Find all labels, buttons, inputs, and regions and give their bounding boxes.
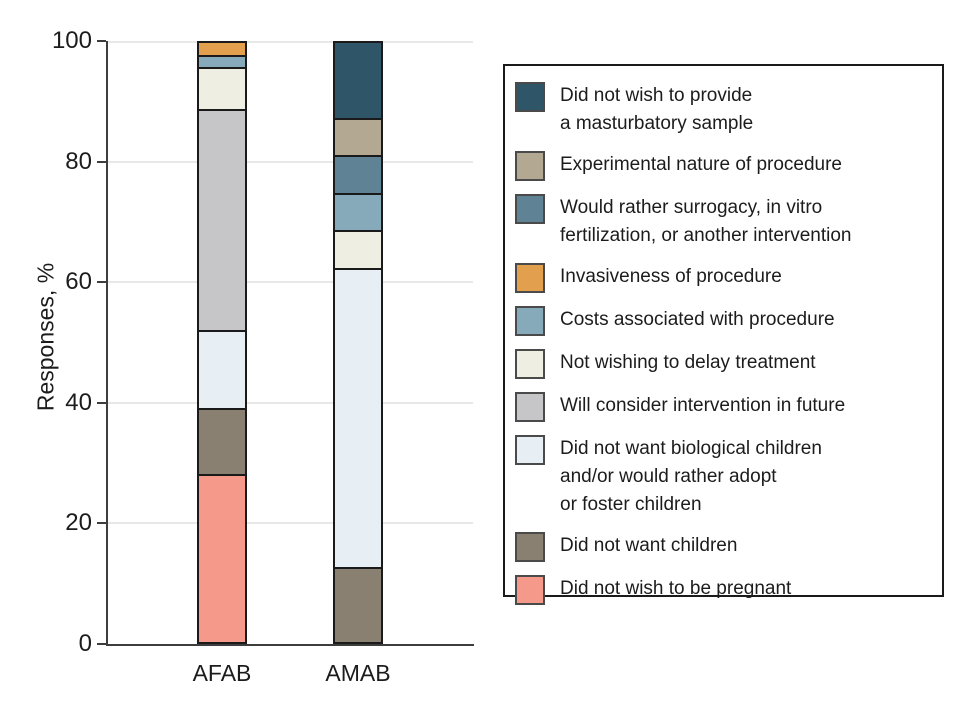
legend-item-label: Did not want biological children and/or w… — [560, 435, 822, 519]
legend-label-line: fertilization, or another intervention — [560, 225, 852, 246]
legend-label-line: or foster children — [560, 494, 702, 515]
legend-label-line: Experimental nature of procedure — [560, 154, 842, 175]
bar-segment — [335, 192, 381, 231]
legend-label-line: Did not wish to provide — [560, 85, 753, 106]
bar-segment — [199, 66, 245, 109]
bar-segment — [335, 230, 381, 268]
x-axis-label-afab: AFAB — [192, 660, 252, 686]
legend-item-label: Experimental nature of procedure — [560, 151, 842, 179]
x-axis-line — [106, 644, 474, 646]
legend-item: Will consider intervention in future — [515, 392, 934, 422]
legend-label-line: Would rather surrogacy, in vitro — [560, 197, 823, 218]
legend-label-line: Invasiveness of procedure — [560, 266, 782, 287]
y-tick-mark-80 — [97, 160, 106, 163]
legend-item-label: Did not wish to provide a masturbatory sa… — [560, 82, 753, 138]
legend-item-label: Would rather surrogacy, in vitro fertiliz… — [560, 194, 852, 250]
legend-swatch-icon — [515, 349, 545, 379]
bar-segment — [199, 54, 245, 67]
legend-item: Experimental nature of procedure — [515, 151, 934, 181]
bar-segment — [199, 108, 245, 331]
legend-item-label: Invasiveness of procedure — [560, 263, 782, 291]
y-tick-mark-20 — [97, 522, 106, 525]
bar-segment — [335, 43, 381, 118]
y-tick-mark-100 — [97, 40, 106, 42]
legend-swatch-icon — [515, 306, 545, 336]
legend-swatch-icon — [515, 82, 545, 112]
gridline-20 — [108, 522, 473, 525]
gridline-80 — [108, 160, 473, 163]
bar-segment — [199, 43, 245, 55]
legend-box: Did not wish to provide a masturbatory sa… — [503, 64, 944, 605]
y-tick-label-0: 0 — [78, 630, 92, 657]
gridline-100 — [108, 41, 473, 43]
legend-item: Would rather surrogacy, in vitro fertiliz… — [515, 194, 934, 250]
legend-item: Did not want biological children and/or w… — [515, 435, 934, 519]
bar-segment — [199, 408, 245, 475]
legend-swatch-icon — [515, 392, 545, 422]
legend-item: Invasiveness of procedure — [515, 263, 934, 293]
legend-item-label: Did not want children — [560, 532, 737, 560]
legend-item: Costs associated with procedure — [515, 306, 934, 336]
legend-item-label: Did not wish to be pregnant — [560, 575, 791, 603]
y-tick-label-100: 100 — [51, 27, 92, 54]
stacked-bar-amab — [333, 41, 383, 644]
legend-swatch-icon — [515, 151, 545, 181]
legend-item: Did not want children — [515, 532, 934, 562]
bar-segment — [335, 267, 381, 568]
y-tick-mark-60 — [97, 281, 106, 284]
y-tick-mark-0 — [97, 643, 106, 645]
y-axis-line — [106, 41, 108, 646]
gridline-40 — [108, 401, 473, 404]
y-tick-label-80: 80 — [65, 147, 92, 175]
bar-segment — [199, 330, 245, 409]
legend-item-label: Will consider intervention in future — [560, 392, 845, 420]
legend-item-label: Costs associated with procedure — [560, 306, 835, 334]
y-tick-label-20: 20 — [65, 509, 92, 537]
legend-label-line: Did not want biological children — [560, 438, 822, 459]
bar-segment — [335, 567, 381, 642]
legend-item: Not wishing to delay treatment — [515, 349, 934, 379]
gridline-60 — [108, 281, 473, 284]
stacked-bar-afab — [197, 41, 247, 644]
legend-item: Did not wish to provide a masturbatory sa… — [515, 82, 934, 138]
y-tick-mark-40 — [97, 401, 106, 404]
legend-label-line: Not wishing to delay treatment — [560, 352, 816, 373]
plot-area — [108, 41, 473, 644]
bar-segment — [335, 117, 381, 156]
legend-label-line: Did not wish to be pregnant — [560, 578, 792, 599]
legend-label-line: Did not want children — [560, 535, 738, 556]
y-tick-label-40: 40 — [65, 388, 92, 416]
legend-label-line: Costs associated with procedure — [560, 309, 835, 330]
legend-item: Did not wish to be pregnant — [515, 575, 934, 605]
legend-swatch-icon — [515, 194, 545, 224]
legend-label-line: a masturbatory sample — [560, 113, 754, 134]
legend-swatch-icon — [515, 263, 545, 293]
legend-label-line: Will consider intervention in future — [560, 395, 846, 416]
bar-segment — [199, 474, 245, 642]
legend-swatch-icon — [515, 575, 545, 605]
legend-label-line: and/or would rather adopt — [560, 466, 777, 487]
x-axis-label-amab: AMAB — [325, 660, 391, 686]
bar-segment — [335, 155, 381, 193]
legend-swatch-icon — [515, 435, 545, 465]
y-tick-label-60: 60 — [65, 268, 92, 296]
legend-item-label: Not wishing to delay treatment — [560, 349, 816, 377]
legend-swatch-icon — [515, 532, 545, 562]
